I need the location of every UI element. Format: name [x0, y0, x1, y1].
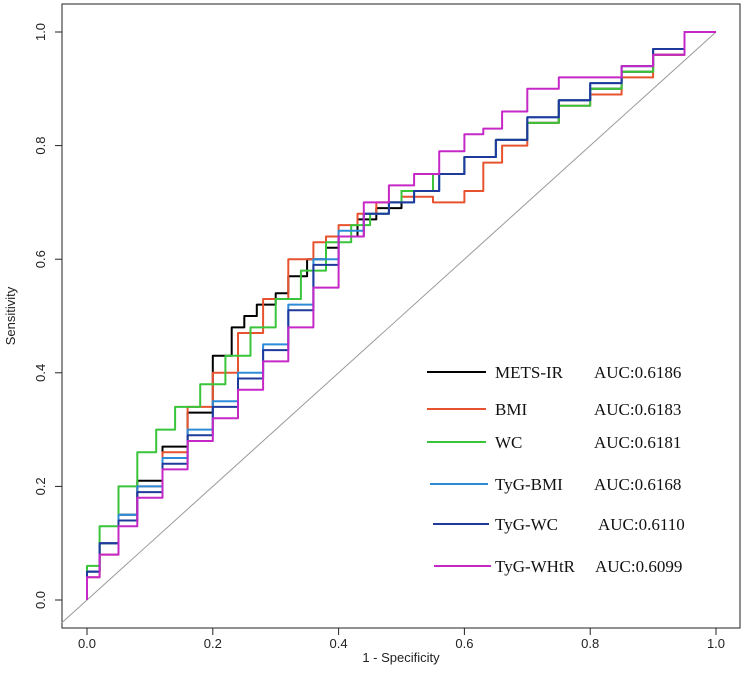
x-tick-label: 0.0 [78, 636, 96, 651]
y-axis: 0.0 0.2 0.4 0.6 0.8 1.0 [33, 23, 63, 609]
y-axis-title: Sensitivity [3, 286, 18, 345]
y-tick-label: 1.0 [33, 23, 48, 41]
legend-auc-tyg-wc: AUC:0.6110 [598, 515, 685, 534]
legend-label-mets-ir: METS-IR [495, 363, 564, 382]
x-axis-title: 1 - Specificity [362, 650, 440, 665]
x-tick-label: 0.4 [330, 636, 348, 651]
roc-curves [86, 31, 716, 600]
legend-auc-wc: AUC:0.6181 [594, 433, 681, 452]
roc-curve-tyg-whtr [86, 31, 716, 600]
legend-label-tyg-whtr: TyG-WHtR [495, 557, 576, 576]
legend-label-wc: WC [495, 433, 522, 452]
x-tick-label: 0.8 [581, 636, 599, 651]
legend: METS-IR AUC:0.6186 BMI AUC:0.6183 WC AUC:0.61… [427, 363, 685, 576]
x-axis: 0.0 0.2 0.4 0.6 0.8 1.0 [78, 627, 725, 651]
legend-label-tyg-bmi: TyG-BMI [495, 475, 563, 494]
legend-auc-mets-ir: AUC:0.6186 [594, 363, 681, 382]
reference-diagonal-line [61, 31, 717, 624]
y-tick-label: 0.0 [33, 591, 48, 609]
y-tick-label: 0.4 [33, 364, 48, 382]
y-tick-label: 0.6 [33, 250, 48, 268]
legend-auc-tyg-whtr: AUC:0.6099 [595, 557, 682, 576]
legend-label-bmi: BMI [495, 400, 527, 419]
legend-auc-bmi: AUC:0.6183 [594, 400, 681, 419]
x-tick-label: 1.0 [707, 636, 725, 651]
y-tick-label: 0.2 [33, 477, 48, 495]
x-tick-label: 0.6 [455, 636, 473, 651]
x-tick-label: 0.2 [204, 636, 222, 651]
y-tick-label: 0.8 [33, 137, 48, 155]
roc-curve-wc [86, 31, 716, 600]
legend-label-tyg-wc: TyG-WC [495, 515, 558, 534]
legend-auc-tyg-bmi: AUC:0.6168 [594, 475, 681, 494]
